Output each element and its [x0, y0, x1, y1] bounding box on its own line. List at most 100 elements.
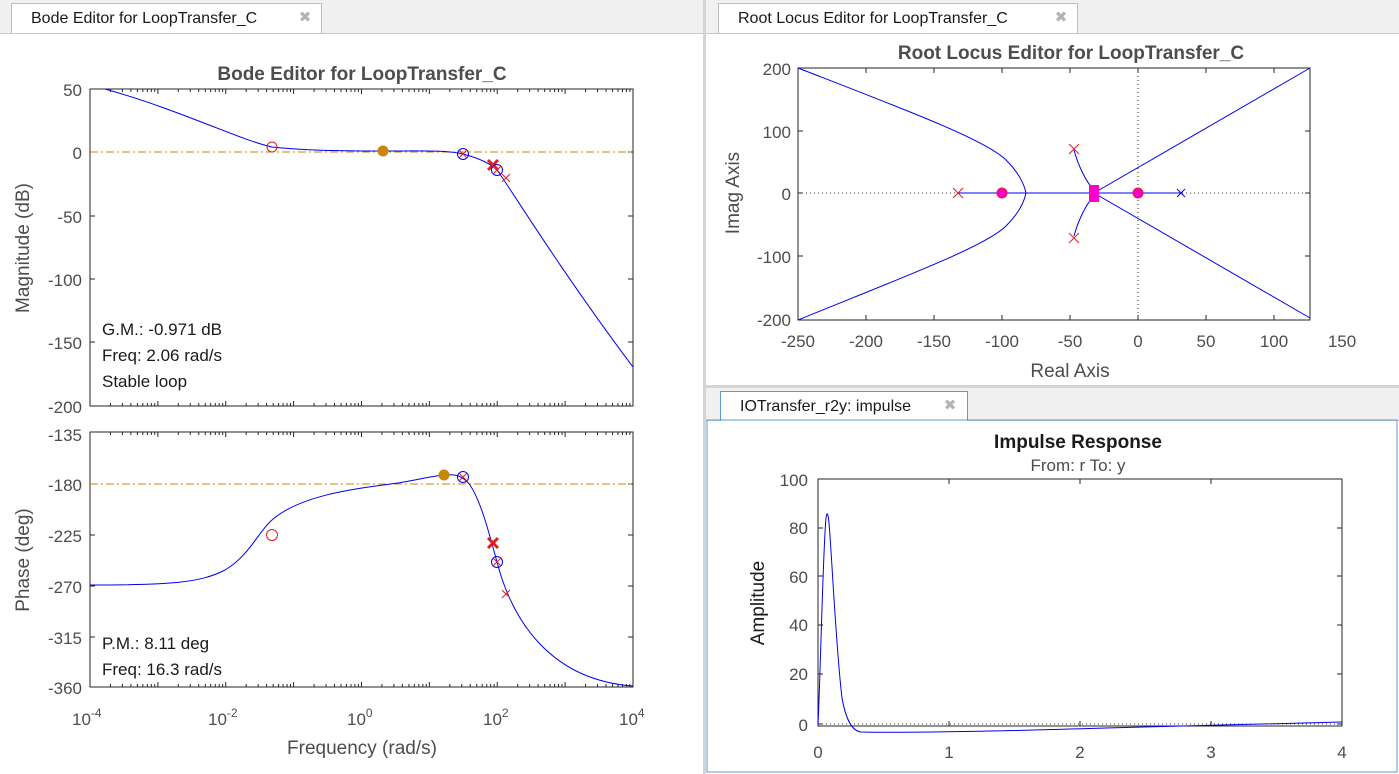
close-icon[interactable]: ✖: [943, 397, 957, 414]
impulse-axes[interactable]: [817, 478, 1343, 727]
real-tick-labels: -250 -200 -150 -100 -50 0 50 100 150: [781, 332, 1356, 351]
horizontal-divider[interactable]: [706, 385, 1399, 388]
close-icon[interactable]: ✖: [1054, 9, 1068, 26]
svg-text:-360: -360: [48, 679, 82, 698]
pole-zero-marker[interactable]: [457, 148, 469, 160]
pole-marker[interactable]: [458, 472, 468, 482]
tab-bode-editor-label: Bode Editor for LoopTransfer_C: [31, 9, 258, 27]
pole-marker[interactable]: [492, 165, 502, 175]
svg-text:100: 100: [780, 471, 808, 490]
margin-annotations: G.M.: -0.971 dB Freq: 2.06 rad/s Stable …: [102, 320, 222, 679]
impulse-title: Impulse Response: [994, 432, 1162, 453]
frequency-xlabel: Frequency (rad/s): [287, 738, 437, 759]
svg-text:2: 2: [1075, 743, 1084, 762]
pole-marker[interactable]: [458, 149, 468, 159]
amplitude-tick-labels: 100 80 60 40 20 0: [780, 471, 808, 735]
svg-text:10-2: 10-2: [208, 706, 238, 729]
rlocus-tabstrip: Root Locus Editor for LoopTransfer_C ✖: [706, 0, 1399, 34]
svg-text:-100: -100: [757, 248, 791, 267]
tab-root-locus-editor[interactable]: Root Locus Editor for LoopTransfer_C ✖: [718, 3, 1078, 33]
svg-text:-150: -150: [48, 334, 82, 353]
zero-marker[interactable]: [266, 141, 278, 153]
magnitude-tick-labels: 50 0 -50 -100 -150 -200: [48, 81, 82, 417]
phase-axes[interactable]: [89, 431, 634, 688]
pole-zero-marker[interactable]: [491, 556, 503, 568]
svg-text:-200: -200: [48, 398, 82, 417]
frequency-tick-labels: 10-4 10-2 100 102 104: [72, 706, 645, 729]
root-locus-title: Root Locus Editor for LoopTransfer_C: [898, 43, 1245, 64]
svg-text:0: 0: [1133, 332, 1142, 351]
closed-loop-pole-marker[interactable]: [1089, 185, 1099, 202]
svg-text:-270: -270: [48, 578, 82, 597]
phase-ylabel: Phase (deg): [13, 508, 34, 612]
svg-text:-315: -315: [48, 629, 82, 648]
tab-impulse-label: IOTransfer_r2y: impulse: [740, 397, 912, 415]
gain-margin-text: G.M.: -0.971 dB: [102, 320, 222, 339]
svg-text:-150: -150: [917, 332, 951, 351]
impulse-frame: [706, 419, 1398, 773]
impulse-plot[interactable]: Impulse Response From: r To: y Amplitude…: [706, 388, 1399, 774]
root-locus-plot[interactable]: Root Locus Editor for LoopTransfer_C Rea…: [706, 0, 1399, 385]
svg-text:102: 102: [483, 706, 509, 729]
vertical-divider[interactable]: [703, 0, 706, 774]
svg-text:50: 50: [1197, 332, 1216, 351]
phase-margin-marker[interactable]: [438, 469, 450, 481]
svg-text:1: 1: [944, 743, 953, 762]
svg-text:100: 100: [1260, 332, 1288, 351]
pole-marker[interactable]: [492, 557, 502, 567]
bode-editor-panel: Bode Editor for LoopTransfer_C ✖ B: [0, 0, 703, 774]
bode-tabstrip: Bode Editor for LoopTransfer_C ✖: [0, 0, 703, 34]
pole-marker[interactable]: [501, 589, 511, 599]
pole-zero-marker[interactable]: [491, 164, 503, 176]
svg-text:0: 0: [73, 144, 82, 163]
svg-text:60: 60: [789, 568, 808, 587]
gain-margin-freq: Freq: 2.06 rad/s: [102, 346, 222, 365]
impulse-panel: IOTransfer_r2y: impulse ✖ Impulse Respon…: [706, 388, 1399, 774]
tab-bode-editor[interactable]: Bode Editor for LoopTransfer_C ✖: [11, 3, 322, 33]
amplitude-label: Amplitude: [748, 561, 769, 646]
svg-text:100: 100: [763, 123, 791, 142]
phase-tick-labels: -135 -180 -225 -270 -315 -360: [48, 426, 82, 698]
svg-text:10-4: 10-4: [72, 706, 102, 729]
zero-marker[interactable]: [266, 529, 278, 541]
svg-text:0: 0: [799, 716, 808, 735]
imag-axis-label: Imag Axis: [723, 152, 744, 234]
pole-marker[interactable]: [501, 173, 511, 183]
svg-text:3: 3: [1206, 743, 1215, 762]
magnitude-axes[interactable]: [89, 88, 634, 407]
phase-curve: [89, 474, 634, 687]
tab-impulse[interactable]: IOTransfer_r2y: impulse ✖: [720, 391, 968, 421]
pole-marker[interactable]: [1176, 188, 1186, 198]
impulse-curve: [817, 513, 1343, 733]
closed-loop-pole-marker[interactable]: [486, 536, 500, 550]
pole-marker: [1068, 232, 1080, 244]
svg-text:104: 104: [619, 706, 645, 729]
time-tick-labels: 0 1 2 3 4: [813, 743, 1346, 762]
tab-root-locus-label: Root Locus Editor for LoopTransfer_C: [738, 9, 1008, 27]
root-locus-axes[interactable]: [797, 67, 1311, 321]
closed-loop-pole-marker[interactable]: [1132, 187, 1144, 199]
imag-tick-labels: 200 100 0 -100 -200: [757, 60, 791, 330]
closed-loop-pole-marker[interactable]: [996, 187, 1008, 199]
pole-zero-marker[interactable]: [457, 471, 469, 483]
svg-text:-50: -50: [1058, 332, 1083, 351]
gain-margin-marker[interactable]: [377, 145, 389, 157]
bode-plot[interactable]: Bode Editor for LoopTransfer_C Magnitude…: [0, 0, 703, 774]
svg-text:-225: -225: [48, 527, 82, 546]
svg-text:150: 150: [1328, 332, 1356, 351]
magnitude-ylabel: Magnitude (dB): [13, 183, 34, 313]
close-icon[interactable]: ✖: [298, 9, 312, 26]
svg-text:4: 4: [1337, 743, 1346, 762]
real-axis-label: Real Axis: [1030, 361, 1109, 382]
svg-text:-135: -135: [48, 426, 82, 445]
svg-text:40: 40: [789, 616, 808, 635]
svg-text:-180: -180: [48, 476, 82, 495]
root-locus-ticks: [797, 67, 1310, 321]
svg-text:-50: -50: [57, 208, 82, 227]
closed-loop-pole-marker[interactable]: [486, 158, 500, 172]
stability-text: Stable loop: [102, 372, 187, 391]
impulse-subtitle: From: r To: y: [1030, 456, 1126, 475]
open-loop-poles[interactable]: [952, 143, 1080, 244]
svg-text:20: 20: [789, 665, 808, 684]
svg-text:80: 80: [789, 519, 808, 538]
